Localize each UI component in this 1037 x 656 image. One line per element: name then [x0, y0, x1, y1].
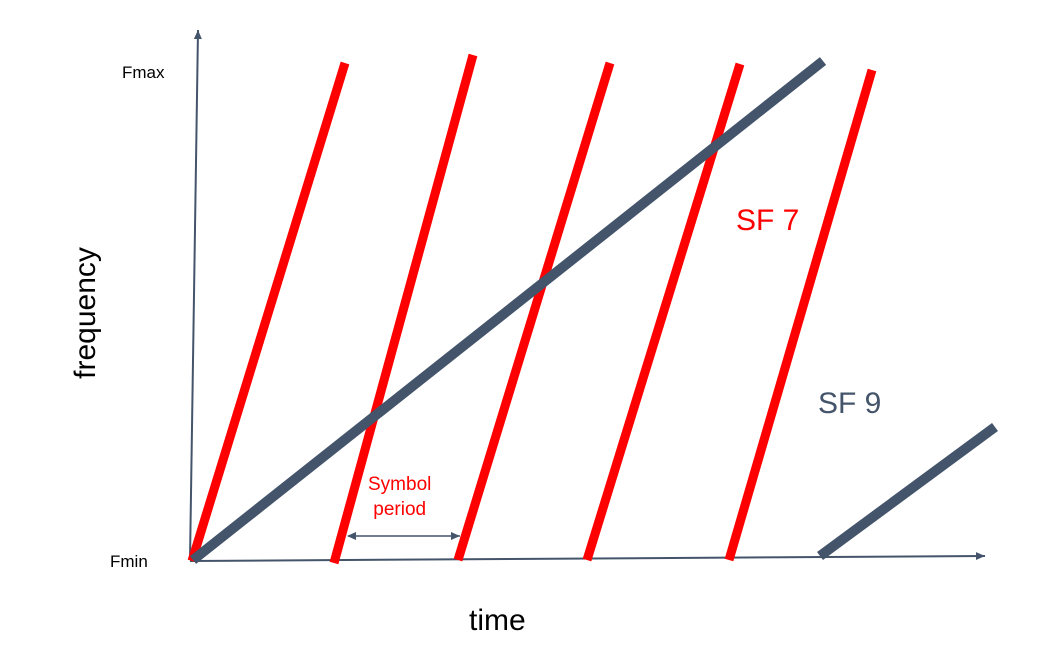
y-axis-title: frequency	[69, 247, 102, 379]
fmin-label: Fmin	[110, 552, 148, 571]
symbol-period-line1: Symbol	[368, 474, 432, 495]
x-axis-title: time	[469, 604, 526, 637]
symbol-period-line2: period	[373, 499, 427, 520]
sf7-label: SF 7	[736, 204, 800, 237]
sf7-chirp	[724, 68, 877, 562]
sf7-chirp	[453, 61, 615, 562]
sf9-chirp	[189, 57, 827, 564]
sf7-chirp	[187, 61, 350, 563]
fmax-label: Fmax	[122, 63, 165, 82]
sf7-chirp	[329, 53, 478, 565]
symbol-period-label: Symbol period	[368, 472, 431, 522]
sf9-label: SF 9	[818, 387, 882, 420]
sf7-chirp	[582, 62, 745, 562]
y-axis	[189, 29, 202, 561]
sf9-chirp	[817, 422, 998, 561]
